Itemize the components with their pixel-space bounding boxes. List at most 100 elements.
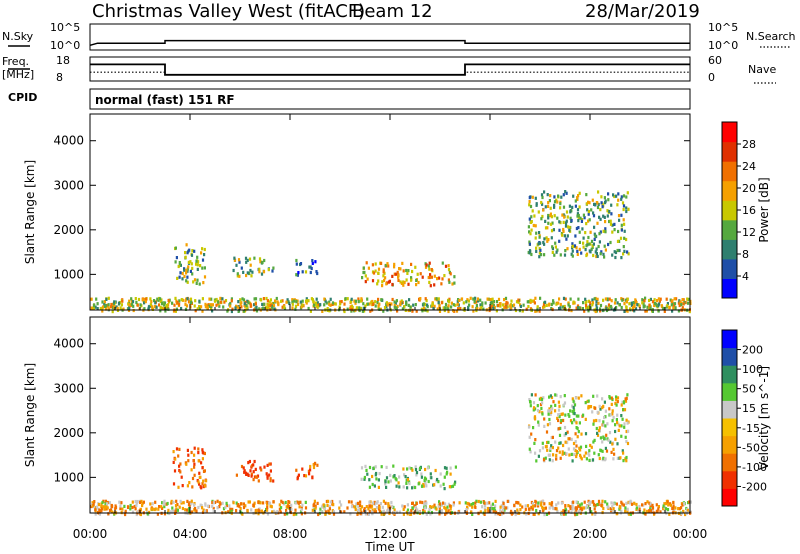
- power-cell: [576, 208, 580, 212]
- power-cell: [455, 309, 459, 313]
- power-cell: [533, 301, 536, 305]
- vel-cell: [587, 399, 590, 403]
- vel-cell: [575, 450, 578, 454]
- vel-cell: [172, 450, 175, 454]
- vel-cell: [442, 482, 445, 486]
- power-cell: [230, 309, 233, 314]
- power-cell: [155, 305, 158, 309]
- vel-cell: [506, 506, 509, 510]
- power-cell: [162, 307, 165, 311]
- vel-cell: [540, 406, 543, 411]
- vel-cell: [129, 503, 132, 508]
- power-cell: [251, 270, 254, 274]
- vel-cell: [548, 422, 552, 426]
- vel-cell: [603, 415, 606, 420]
- power-cell: [475, 300, 478, 304]
- power-cell: [564, 190, 567, 194]
- power-cell: [230, 299, 233, 303]
- vel-cell: [571, 409, 574, 413]
- vel-cell: [567, 504, 570, 508]
- vel-cell: [191, 476, 195, 481]
- vel-cell: [363, 475, 366, 480]
- power-cell: [334, 302, 337, 306]
- vel-cell: [604, 415, 607, 419]
- power-cell: [272, 266, 275, 270]
- power-cell: [328, 309, 331, 313]
- power-cell: [407, 269, 410, 273]
- power-cell: [636, 303, 639, 307]
- vel-cell: [257, 512, 260, 516]
- vel-cell: [608, 396, 611, 400]
- power-cell: [191, 266, 194, 270]
- vel-cell: [211, 504, 214, 508]
- power-cell: [387, 264, 390, 268]
- vel-cell: [645, 509, 649, 513]
- power-cell: [141, 298, 144, 302]
- power-cell: [304, 270, 308, 274]
- vel-cell: [415, 501, 418, 505]
- vel-cell: [426, 466, 430, 470]
- vel-cell: [193, 446, 196, 450]
- power-cell: [565, 237, 568, 241]
- power-cell: [597, 244, 600, 249]
- vel-cell: [669, 503, 672, 507]
- vel-cell: [360, 505, 364, 509]
- vel-cell: [528, 398, 531, 402]
- vel-cell: [270, 505, 273, 509]
- vel-cell: [368, 500, 371, 504]
- power-cell: [563, 304, 566, 309]
- vel-cell: [190, 468, 193, 472]
- power-cell: [599, 217, 602, 221]
- vel-cell: [257, 500, 260, 504]
- power-cell: [648, 298, 651, 303]
- vel-cell: [285, 505, 288, 509]
- vel-cell: [179, 462, 182, 466]
- vel-cell: [563, 433, 566, 437]
- vel-cell: [614, 429, 617, 434]
- power-cell: [503, 298, 506, 302]
- power-cell: [678, 303, 681, 308]
- vel-cell: [591, 512, 594, 516]
- vel-cell: [371, 482, 374, 487]
- power-cell: [147, 305, 150, 309]
- power-cell: [472, 309, 475, 313]
- vel-cell: [424, 481, 427, 485]
- power-cell: [391, 297, 394, 302]
- power-cell: [534, 309, 537, 313]
- vel-cell: [286, 512, 289, 516]
- vel-cell: [607, 438, 610, 442]
- power-cell: [194, 299, 197, 303]
- vel-cell: [98, 512, 101, 516]
- vel-cell: [556, 509, 559, 513]
- power-cell: [561, 305, 564, 309]
- power-cell: [559, 202, 562, 206]
- power-cell: [632, 301, 635, 305]
- vel-cell: [186, 448, 189, 452]
- vel-cell: [578, 509, 582, 513]
- power-cell: [444, 264, 448, 268]
- power-cell: [144, 298, 147, 302]
- vel-cell: [200, 461, 203, 465]
- vel-cell: [203, 469, 206, 473]
- power-cell: [364, 304, 367, 308]
- vel-cell: [252, 478, 255, 482]
- vel-cell: [322, 503, 325, 507]
- power-cell: [431, 304, 434, 308]
- vel-cell: [353, 505, 356, 509]
- vel-cell: [181, 484, 184, 488]
- power-cell: [590, 239, 594, 243]
- vel-cell: [250, 472, 253, 476]
- power-cell: [266, 299, 269, 303]
- power-cell: [553, 253, 556, 257]
- power-cell: [219, 300, 222, 304]
- vel-cell: [313, 499, 316, 503]
- vel-cell: [145, 507, 148, 511]
- power-cell: [587, 212, 590, 216]
- power-cell: [407, 303, 410, 307]
- power-cell: [90, 297, 93, 301]
- power-cell: [591, 198, 594, 202]
- vel-cell: [191, 485, 194, 489]
- vel-cell: [492, 509, 495, 514]
- power-cell: [310, 297, 313, 301]
- vel-colorbar-tick-label: -15: [742, 422, 760, 435]
